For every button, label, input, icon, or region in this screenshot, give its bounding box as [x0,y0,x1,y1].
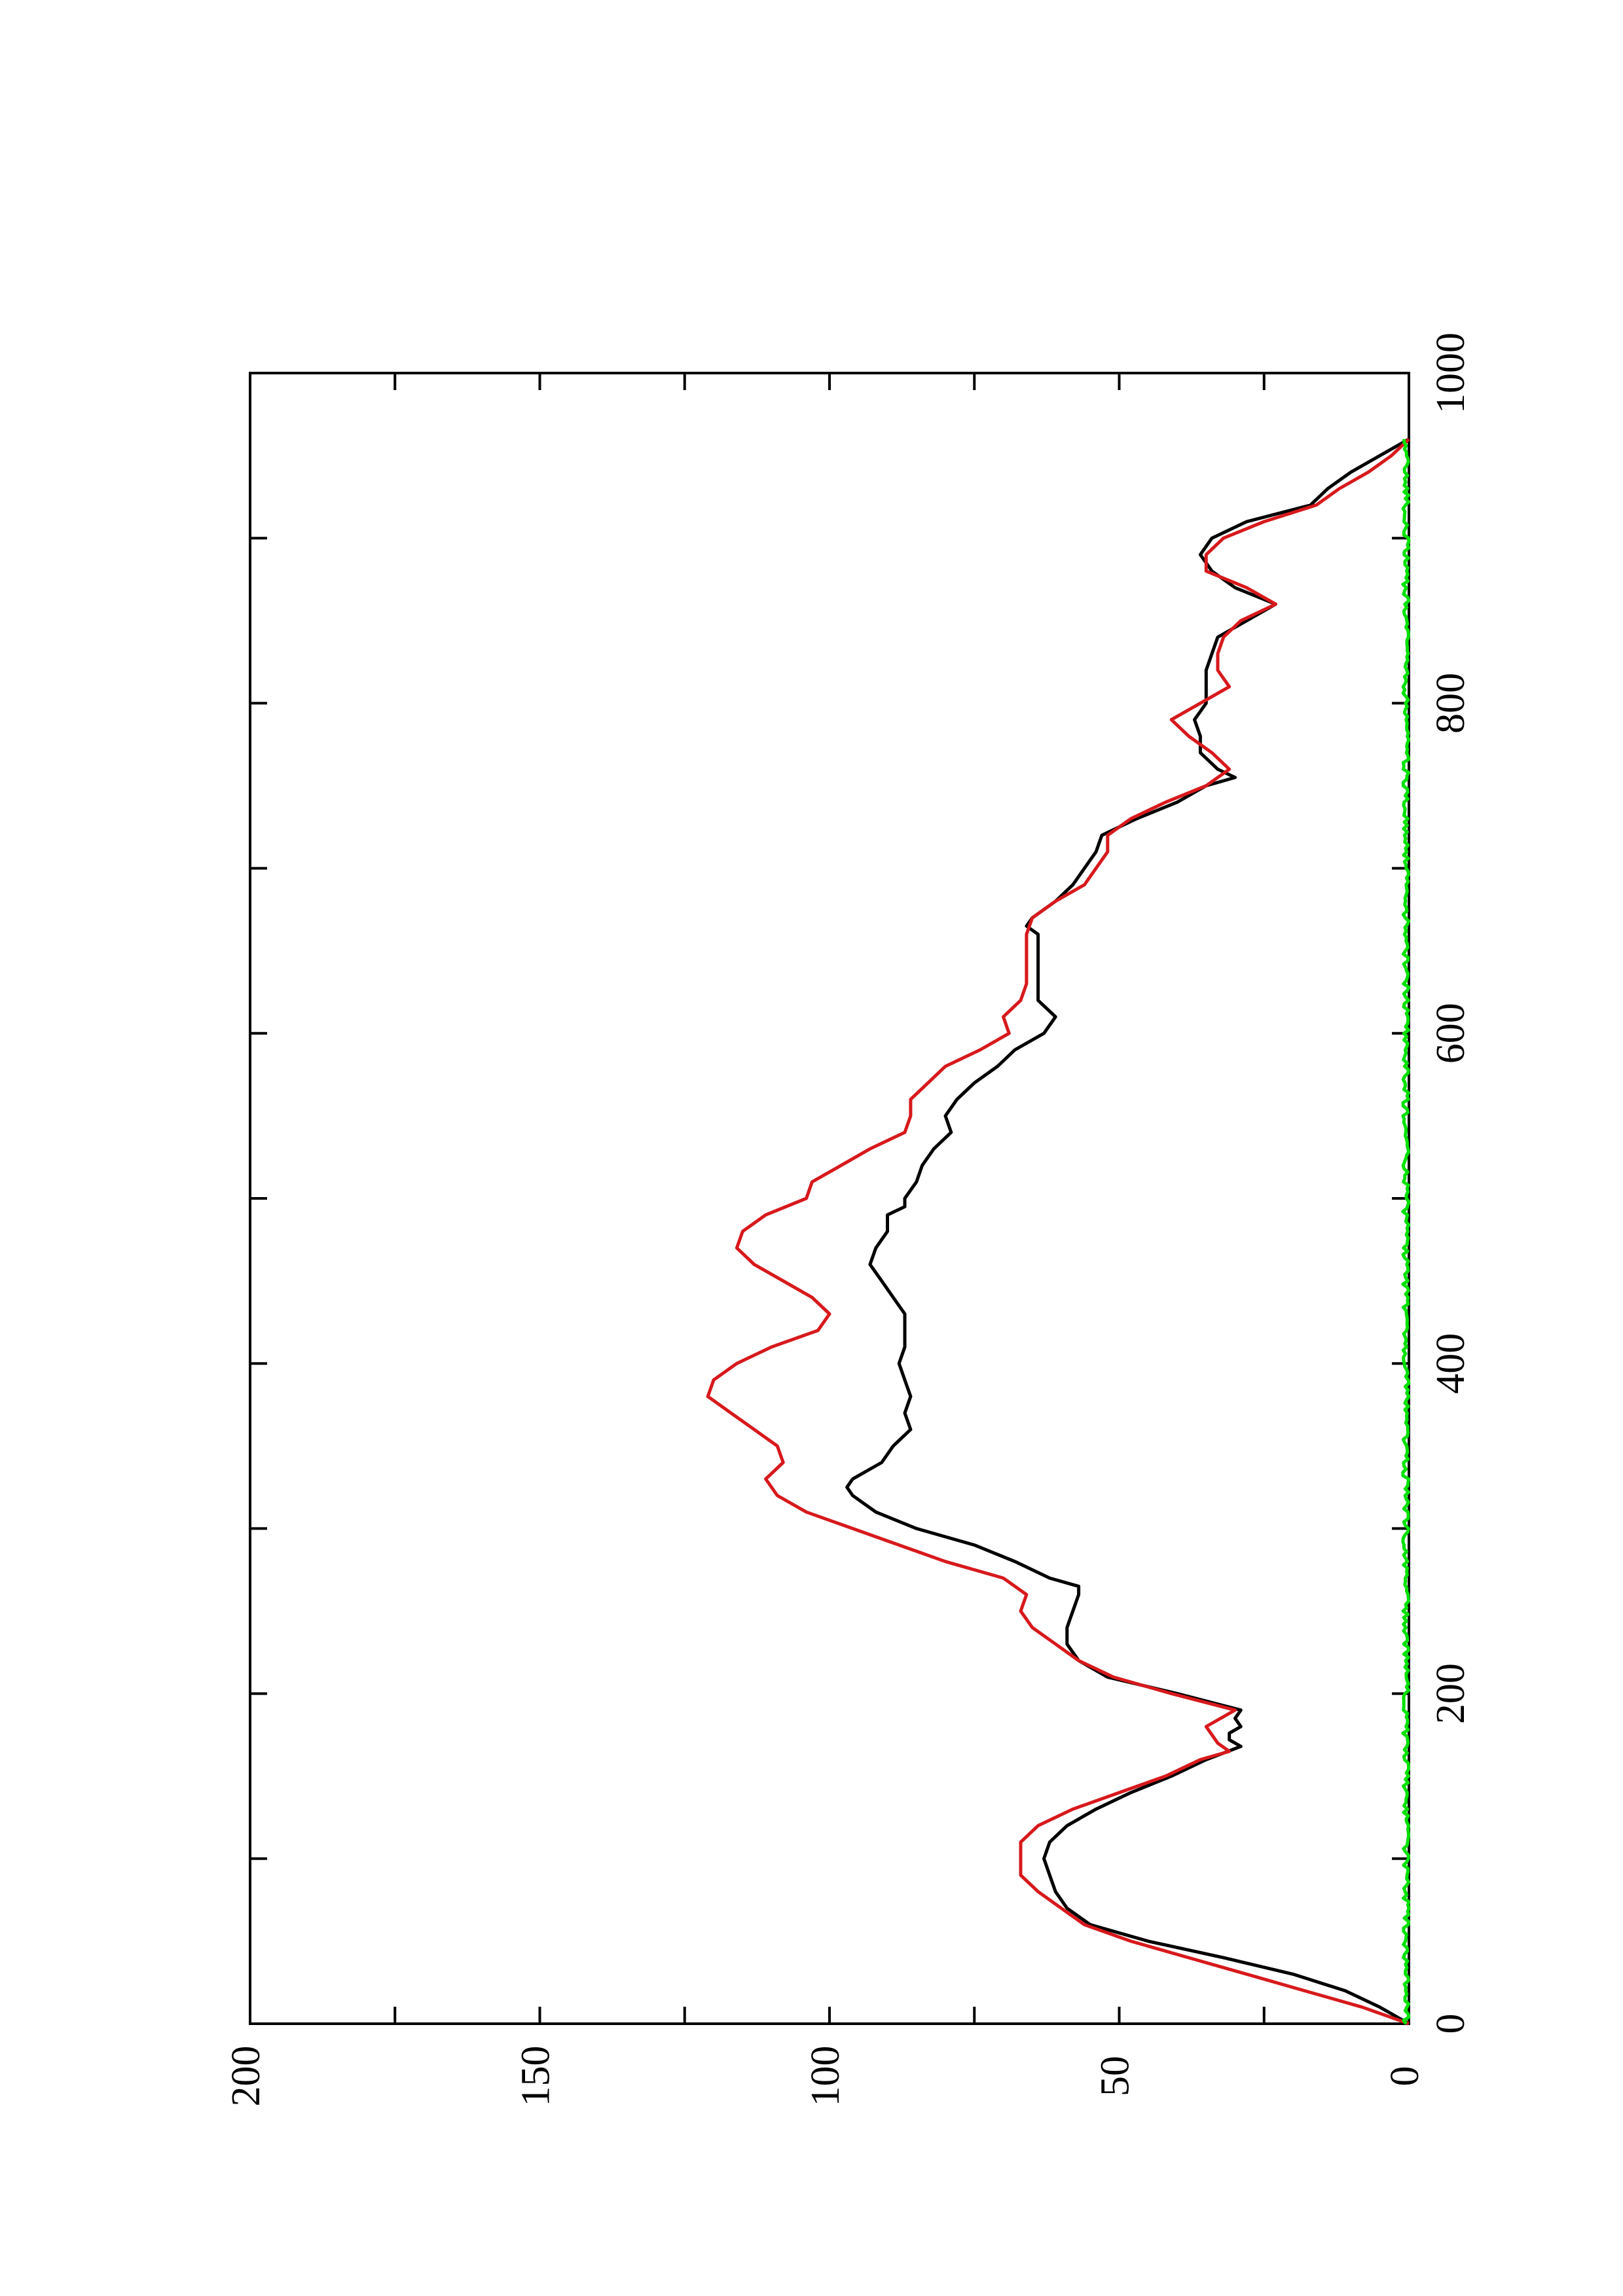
series-group [706,437,1411,2026]
x-tick-label: 0 [1429,2014,1473,2034]
x-tick-label: 200 [1429,1663,1473,1724]
x-tick-label: 400 [1429,1333,1473,1394]
y-tick-label: 0 [1383,2066,1427,2087]
series-line-2 [706,438,1410,2026]
y-tick-label: 150 [514,2046,558,2107]
x-tick-label: 600 [1429,1003,1473,1064]
axis-ticks [250,373,1409,2024]
tick-labels: 0 200 400 600 800 1000 0 50 100 150 200 [224,332,1473,2107]
x-tick-label: 1000 [1429,332,1473,414]
plot-area [249,372,1410,2025]
series-line-3 [1401,439,1411,2025]
series-line-1 [845,437,1410,2026]
x-tick-label: 800 [1429,673,1473,734]
y-tick-label: 200 [224,2046,268,2107]
y-tick-label: 50 [1093,2056,1138,2096]
y-tick-label: 100 [803,2046,848,2107]
